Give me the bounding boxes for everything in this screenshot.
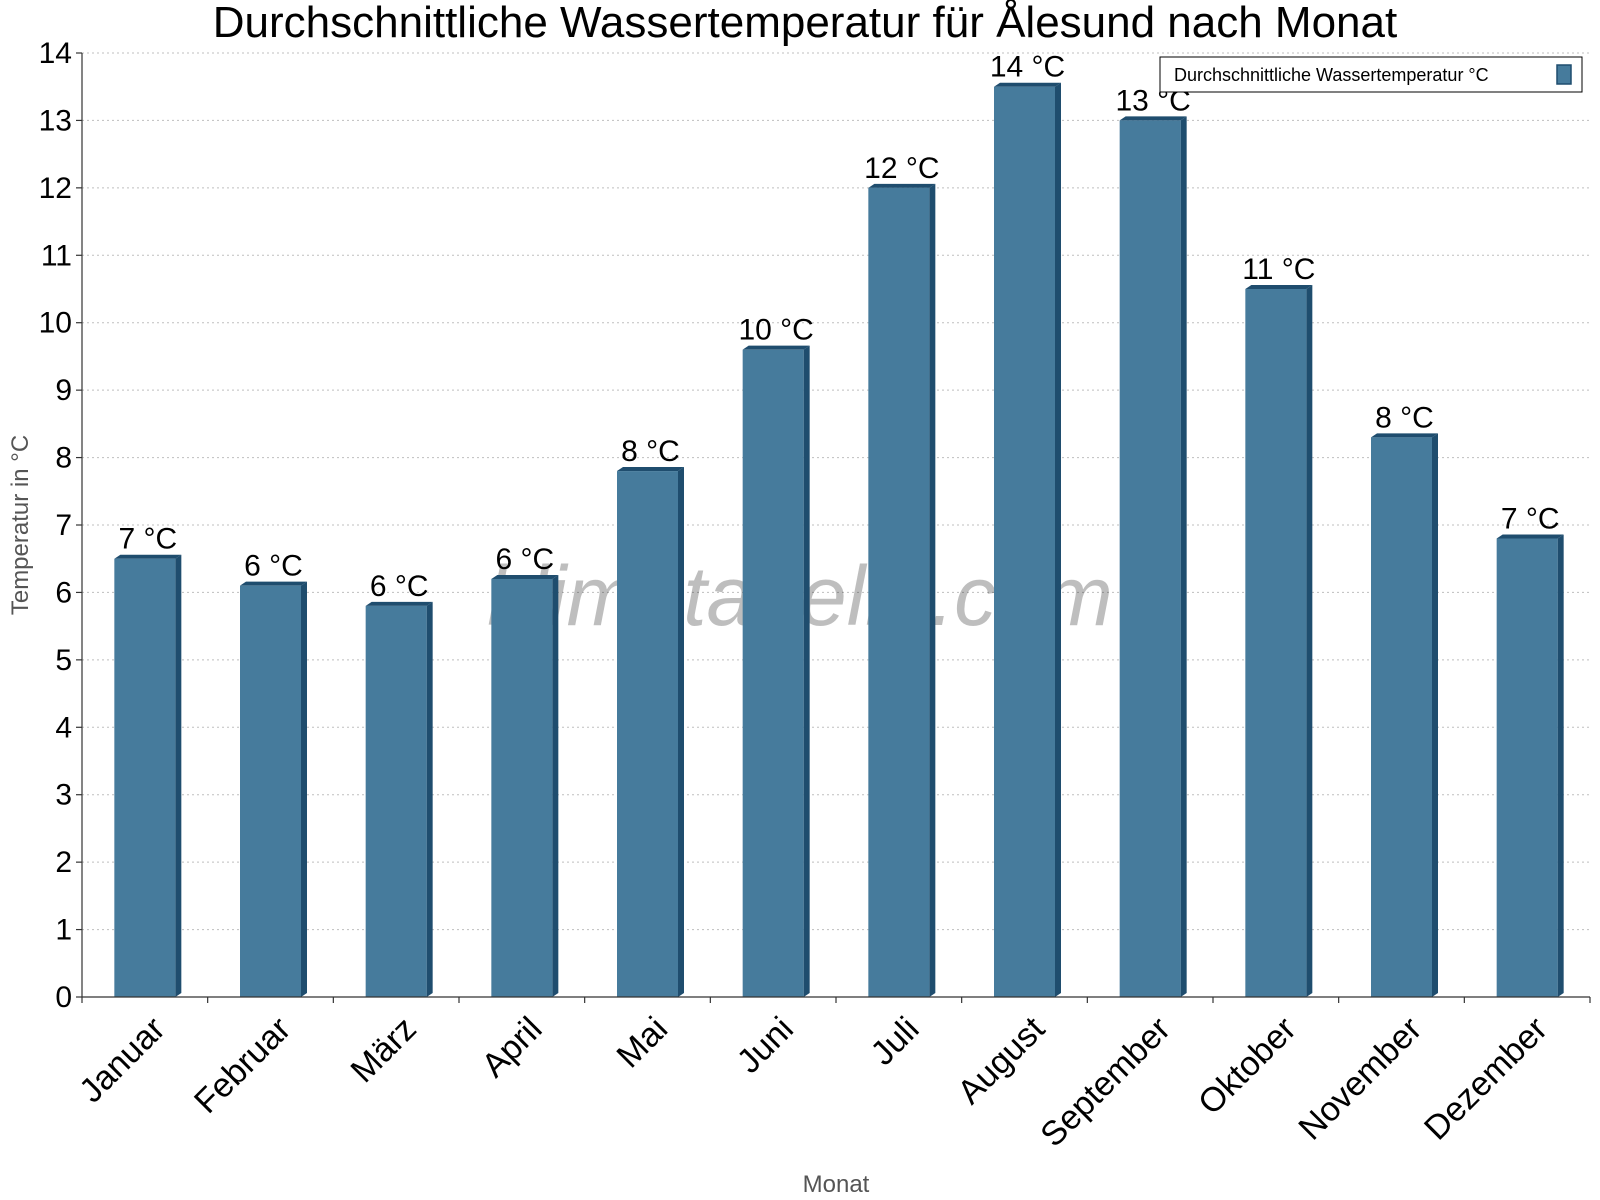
data-label: 14 °C	[990, 51, 1065, 84]
y-tick-label: 4	[55, 711, 72, 744]
y-tick-label: 5	[55, 644, 72, 677]
x-tick-label: Juni	[730, 1010, 801, 1081]
bar-side	[1306, 285, 1313, 997]
bar-top	[1371, 433, 1438, 438]
bar-side	[803, 345, 810, 998]
x-tick-label: September	[1033, 1010, 1177, 1154]
bar-front	[365, 605, 427, 997]
bar-side	[175, 554, 182, 997]
data-label: 7 °C	[118, 523, 177, 556]
bar-front	[491, 578, 553, 997]
bar-side	[301, 581, 307, 997]
bar-front	[868, 187, 930, 997]
data-label: 8 °C	[1375, 401, 1434, 434]
bar-top	[491, 574, 559, 579]
bar	[1371, 433, 1438, 997]
bar-side	[552, 574, 559, 997]
data-label: 6 °C	[244, 550, 303, 583]
data-label: 8 °C	[621, 435, 680, 468]
bar-top	[365, 601, 433, 606]
x-tick-label: Dezember	[1417, 1010, 1555, 1148]
x-tick-label: April	[475, 1010, 550, 1085]
bar	[1496, 534, 1564, 997]
y-tick-label: 9	[55, 374, 72, 407]
y-tick-label: 14	[39, 37, 72, 70]
bar-top	[1119, 116, 1187, 121]
bar-top	[1245, 285, 1313, 289]
y-tick-label: 13	[39, 104, 72, 137]
y-tick-label: 11	[41, 239, 72, 272]
bar-top	[994, 82, 1061, 87]
bar-side	[1180, 116, 1187, 997]
data-label: 10 °C	[738, 314, 813, 347]
bar-front	[1496, 538, 1558, 997]
x-tick-label: Januar	[72, 1010, 172, 1110]
bar	[742, 345, 810, 998]
grid	[82, 52, 1590, 931]
y-tick-label: 7	[55, 509, 72, 542]
x-tick-label: August	[950, 1009, 1052, 1111]
bar	[114, 554, 182, 997]
bar	[240, 581, 307, 997]
data-label: 12 °C	[864, 152, 939, 185]
x-tick-label: Oktober	[1191, 1010, 1303, 1122]
bar-top	[1496, 534, 1564, 539]
bar-top	[868, 183, 936, 188]
x-axis-title: Monat	[803, 1171, 870, 1198]
data-label: 7 °C	[1501, 502, 1560, 535]
y-tick-label: 0	[55, 981, 72, 1014]
legend-label: Durchschnittliche Wassertemperatur °C	[1174, 65, 1489, 85]
bar-side	[678, 467, 684, 997]
y-tick-label: 10	[39, 307, 72, 340]
y-tick-label: 1	[55, 914, 72, 947]
bar	[491, 574, 559, 997]
bar	[1119, 116, 1187, 997]
bar-top	[114, 554, 182, 559]
bar	[868, 183, 936, 997]
y-tick-label: 3	[55, 779, 72, 812]
y-tick-label: 8	[55, 442, 72, 475]
bar	[365, 601, 433, 997]
data-labels: 7 °C6 °C6 °C6 °C8 °C10 °C12 °C14 °C13 °C…	[118, 51, 1559, 603]
bar	[1245, 285, 1313, 997]
legend: Durchschnittliche Wassertemperatur °C	[1159, 56, 1583, 93]
bar	[617, 467, 684, 997]
bar-side	[1557, 534, 1564, 997]
y-tick-label: 6	[55, 576, 72, 609]
y-tick-label: 12	[39, 172, 72, 205]
bar-side	[426, 601, 433, 997]
data-label: 11 °C	[1242, 253, 1315, 286]
data-label: 6 °C	[370, 570, 429, 603]
bar-front	[994, 86, 1055, 997]
x-tick-label: November	[1291, 1010, 1429, 1148]
data-label: 6 °C	[495, 543, 554, 576]
x-tick-label: März	[344, 1010, 424, 1090]
y-axis-title: Temperatur in °C	[7, 435, 34, 615]
bar-top	[240, 581, 307, 586]
bar-front	[1245, 289, 1307, 997]
bar-top	[617, 467, 684, 472]
y-tick-label: 2	[55, 846, 72, 879]
bar-side	[929, 183, 936, 997]
x-tick-label: Juli	[864, 1010, 927, 1073]
x-ticks: Januar Februar März April Mai Juni Juli AugustS…	[72, 997, 1591, 1154]
bar-front	[1371, 437, 1432, 997]
x-tick-label: Mai	[610, 1010, 676, 1076]
x-tick-label: Februar	[187, 1010, 298, 1121]
chart-title: Durchschnittliche Wassertemperatur für Å…	[213, 0, 1397, 47]
bar-side	[1055, 82, 1061, 997]
bar-front	[240, 585, 301, 997]
bar-front	[1119, 120, 1181, 997]
bar	[994, 82, 1061, 997]
legend-swatch	[1556, 64, 1572, 85]
bars	[114, 82, 1564, 998]
bar-side	[1432, 433, 1438, 997]
legend-box	[1159, 56, 1583, 93]
bar-front	[114, 558, 176, 997]
bar-top	[742, 345, 810, 350]
bar-front	[617, 471, 678, 997]
bar-front	[742, 349, 804, 998]
